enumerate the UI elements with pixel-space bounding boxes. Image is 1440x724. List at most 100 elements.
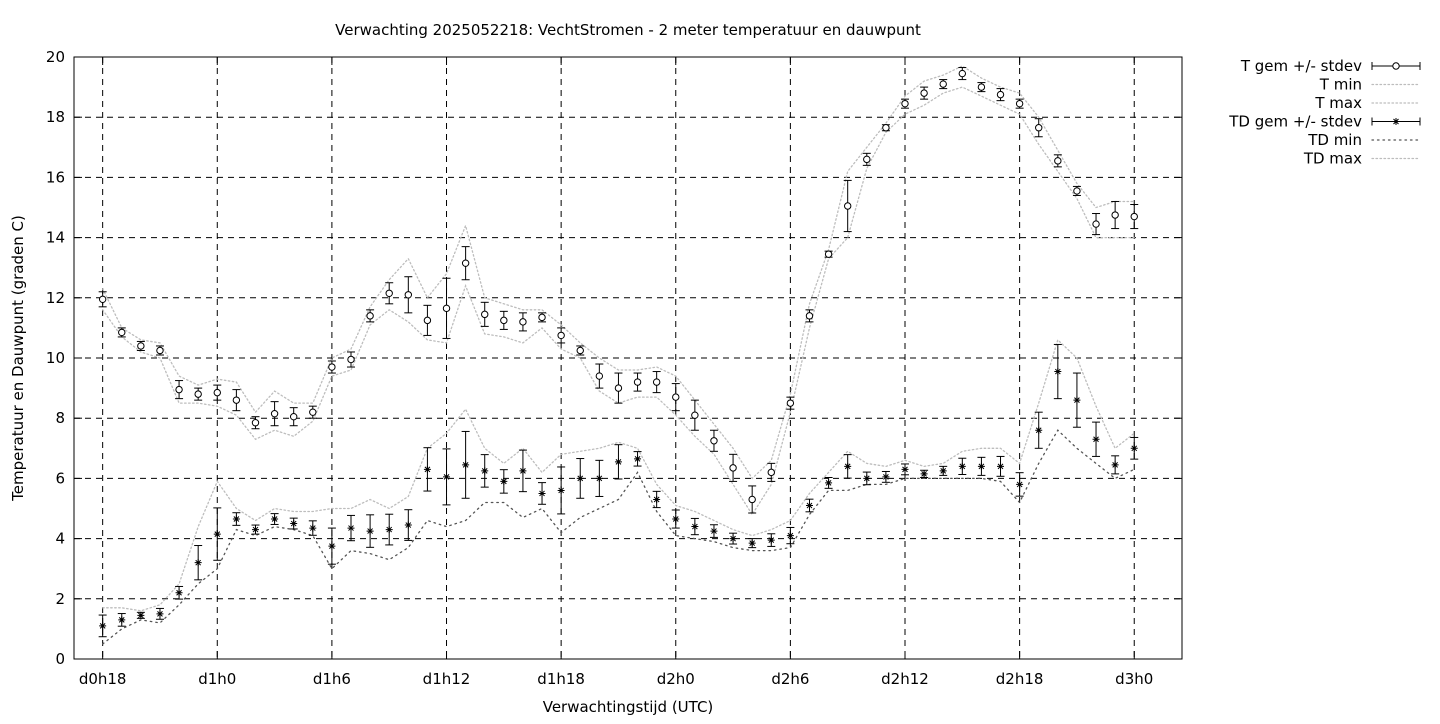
td-mean-point xyxy=(137,611,145,619)
td-mean-point xyxy=(1054,368,1062,376)
legend-sample-marker xyxy=(1392,62,1400,70)
t-mean-point xyxy=(805,312,814,320)
y-tick-label: 10 xyxy=(46,349,65,367)
legend-label: TD max xyxy=(1303,150,1362,168)
t-mean-point xyxy=(996,90,1005,99)
x-tick-label: d2h18 xyxy=(996,670,1044,688)
x-tick-label: d1h0 xyxy=(198,670,236,688)
td-mean-point xyxy=(672,515,680,523)
td-mean-point xyxy=(1035,426,1043,434)
x-tick-label: d0h18 xyxy=(79,670,127,688)
y-tick-label: 6 xyxy=(55,469,65,487)
td-mean-point xyxy=(786,532,794,540)
td-mean-point xyxy=(958,462,966,470)
td-mean-point xyxy=(309,524,317,532)
t-mean-point xyxy=(1111,211,1119,219)
td-mean-point xyxy=(500,477,508,485)
t-mean-point xyxy=(175,385,183,394)
td-mean-point xyxy=(882,473,890,481)
t-mean-point xyxy=(729,464,737,472)
t-mean-point xyxy=(710,437,718,445)
t-mean-point xyxy=(576,346,584,355)
t-mean-point xyxy=(767,468,775,477)
td-mean-point xyxy=(213,530,221,538)
legend-label: T min xyxy=(1319,76,1362,94)
td-mean-point xyxy=(194,559,202,567)
legend-sample xyxy=(1371,62,1421,70)
td-mean-point xyxy=(1092,435,1100,443)
t-mean-point xyxy=(1015,99,1024,108)
t-mean-point xyxy=(882,124,890,132)
t-mean-point xyxy=(251,419,260,427)
t-mean-point xyxy=(98,295,107,304)
td-mean-point xyxy=(997,462,1005,470)
td-mean-point xyxy=(691,523,699,531)
y-axis-label: Temperatuur en Dauwpunt (graden C) xyxy=(9,215,27,502)
legend-label: TD min xyxy=(1307,131,1362,149)
t-mean-point xyxy=(366,312,374,320)
x-tick-label: d1h6 xyxy=(313,670,351,688)
y-tick-label: 4 xyxy=(55,530,65,548)
t-mean-point xyxy=(672,393,680,401)
t-mean-point xyxy=(404,291,413,299)
t-mean-point xyxy=(519,318,527,326)
t-mean-point xyxy=(500,316,508,325)
t-mean-point xyxy=(1035,124,1043,132)
td-mean-point xyxy=(366,527,374,535)
td-mean-point xyxy=(443,473,451,481)
td-mean-point xyxy=(175,589,183,597)
td-mean-point xyxy=(1016,480,1024,488)
t-mean-point xyxy=(481,310,489,319)
data-points xyxy=(98,67,1139,638)
legend-sample-marker xyxy=(1392,118,1400,125)
td-mean-point xyxy=(729,535,737,543)
t-mean-point xyxy=(118,328,126,337)
x-tick-label: d3h0 xyxy=(1115,670,1153,688)
min-max-lines xyxy=(102,65,1135,645)
td-mean-point xyxy=(1130,444,1138,452)
t-mean-point xyxy=(1054,157,1062,165)
series-line-td-min xyxy=(102,429,1135,645)
t-mean-point xyxy=(442,304,451,313)
td-mean-point xyxy=(423,465,431,473)
td-mean-point xyxy=(1111,461,1119,469)
series-line-td-max xyxy=(102,338,1135,612)
td-mean-point xyxy=(271,515,279,523)
x-tick-label: d2h0 xyxy=(657,670,695,688)
td-mean-point xyxy=(251,526,259,534)
legend-label: TD gem +/- stdev xyxy=(1228,113,1362,131)
td-mean-point xyxy=(939,467,947,475)
y-tick-label: 16 xyxy=(46,168,65,186)
x-tick-label: d1h18 xyxy=(537,670,585,688)
y-tick-label: 12 xyxy=(46,289,65,307)
y-tick-label: 20 xyxy=(46,48,65,66)
td-mean-point xyxy=(385,526,393,534)
td-mean-point xyxy=(920,470,928,478)
td-mean-point xyxy=(634,455,642,463)
t-mean-point xyxy=(461,259,470,267)
t-mean-point xyxy=(939,80,947,88)
t-mean-point xyxy=(652,378,661,386)
chart-title: Verwachting 2025052218: VechtStromen - 2… xyxy=(335,21,921,39)
legend-label: T max xyxy=(1314,94,1362,112)
td-mean-point xyxy=(767,536,775,544)
td-mean-point xyxy=(901,465,909,473)
td-mean-point xyxy=(118,616,126,624)
td-mean-point xyxy=(710,527,718,535)
t-mean-point xyxy=(328,363,336,371)
t-mean-point xyxy=(748,495,756,504)
td-mean-point xyxy=(232,515,240,523)
t-mean-point xyxy=(958,69,967,78)
t-mean-point xyxy=(824,250,833,258)
t-mean-point xyxy=(977,83,986,91)
t-mean-point xyxy=(691,411,699,419)
legend-sample xyxy=(1371,117,1421,126)
t-mean-point xyxy=(614,384,623,392)
td-mean-point xyxy=(99,622,107,630)
y-tick-label: 2 xyxy=(55,590,65,608)
t-mean-point xyxy=(901,99,909,108)
t-mean-point xyxy=(557,331,565,340)
t-mean-point xyxy=(843,202,852,210)
x-tick-label: d2h12 xyxy=(881,670,929,688)
